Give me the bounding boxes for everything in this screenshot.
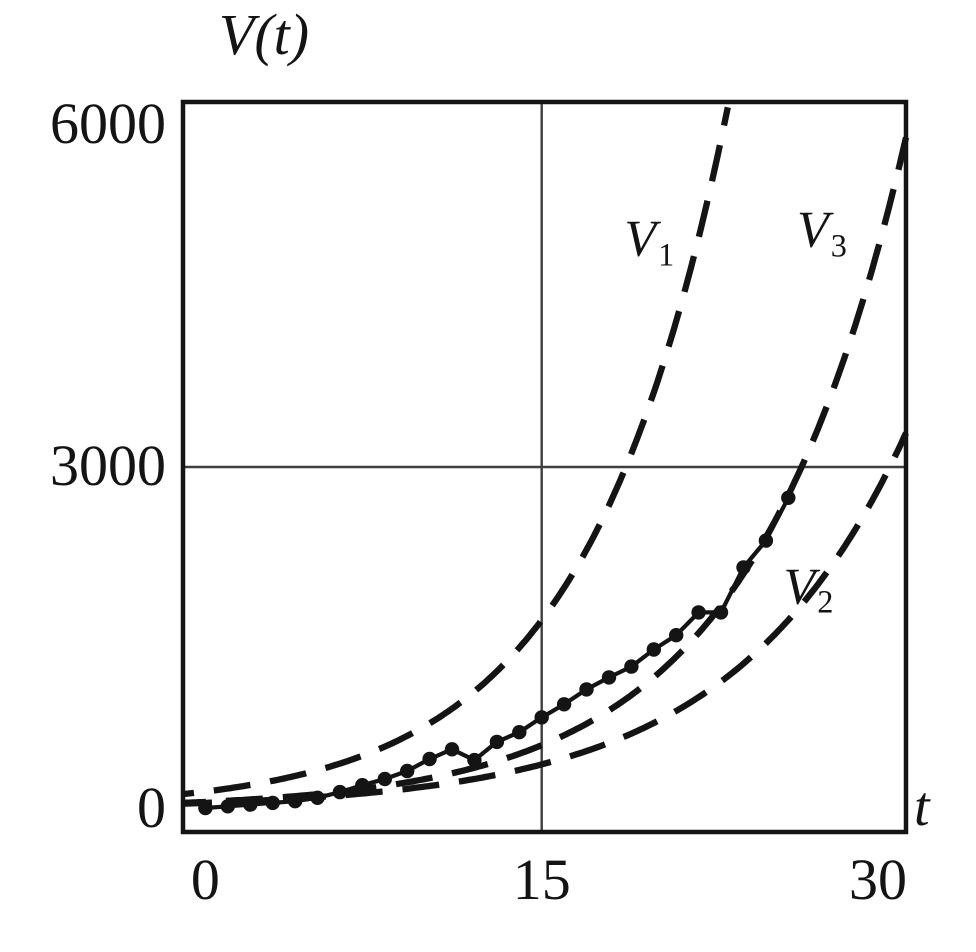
data-point	[669, 628, 684, 643]
data-point	[467, 752, 482, 768]
curve-label-v2-base: V	[783, 558, 816, 616]
data-point	[736, 560, 751, 575]
data-point	[422, 751, 437, 767]
data-point	[355, 778, 370, 793]
data-point	[601, 670, 617, 685]
data-point	[489, 734, 505, 750]
data-point	[556, 697, 572, 712]
x-tick-15: 15	[512, 847, 571, 912]
y-tick-6000: 6000	[50, 90, 166, 156]
curve-v3-dashed	[182, 136, 910, 807]
curve-label-v1-base: V	[624, 210, 657, 268]
data-point	[534, 710, 549, 725]
data-point	[713, 605, 729, 620]
curve-label-v3-sub: 3	[830, 227, 847, 264]
data-point	[287, 794, 303, 809]
curve-label-v1: V1	[624, 210, 675, 273]
plot-border	[180, 99, 909, 835]
data-point	[624, 659, 639, 674]
data-point	[444, 742, 460, 757]
data-point	[198, 800, 213, 816]
data-point	[646, 642, 661, 657]
y-tick-0: 0	[137, 775, 166, 841]
curve-label-v2: V2	[784, 561, 834, 618]
data-point	[332, 784, 348, 800]
curve-label-v3-base: V	[796, 201, 829, 259]
curve-label-v2-sub: 2	[817, 583, 834, 620]
data-point	[377, 771, 392, 787]
data-point	[310, 790, 325, 805]
data-point	[579, 682, 594, 697]
x-tick-30: 30	[848, 847, 907, 912]
data-point	[220, 799, 235, 814]
x-tick-0: 0	[190, 847, 220, 912]
curve-label-v1-sub: 1	[658, 236, 675, 273]
curve-v2-dashed	[182, 431, 909, 807]
data-point	[781, 490, 796, 505]
data-point	[512, 725, 527, 740]
data-point	[691, 605, 706, 620]
data-series-line	[205, 496, 791, 811]
data-point	[243, 797, 258, 812]
data-point	[758, 533, 774, 548]
curve-label-v3: V3	[796, 201, 847, 264]
data-point	[265, 795, 280, 811]
chart-title: V(t)	[218, 2, 310, 67]
x-axis-label: t	[914, 776, 930, 838]
y-tick-3000: 3000	[50, 432, 166, 498]
data-point	[400, 763, 415, 779]
curve-v1-dashed	[182, 106, 731, 798]
